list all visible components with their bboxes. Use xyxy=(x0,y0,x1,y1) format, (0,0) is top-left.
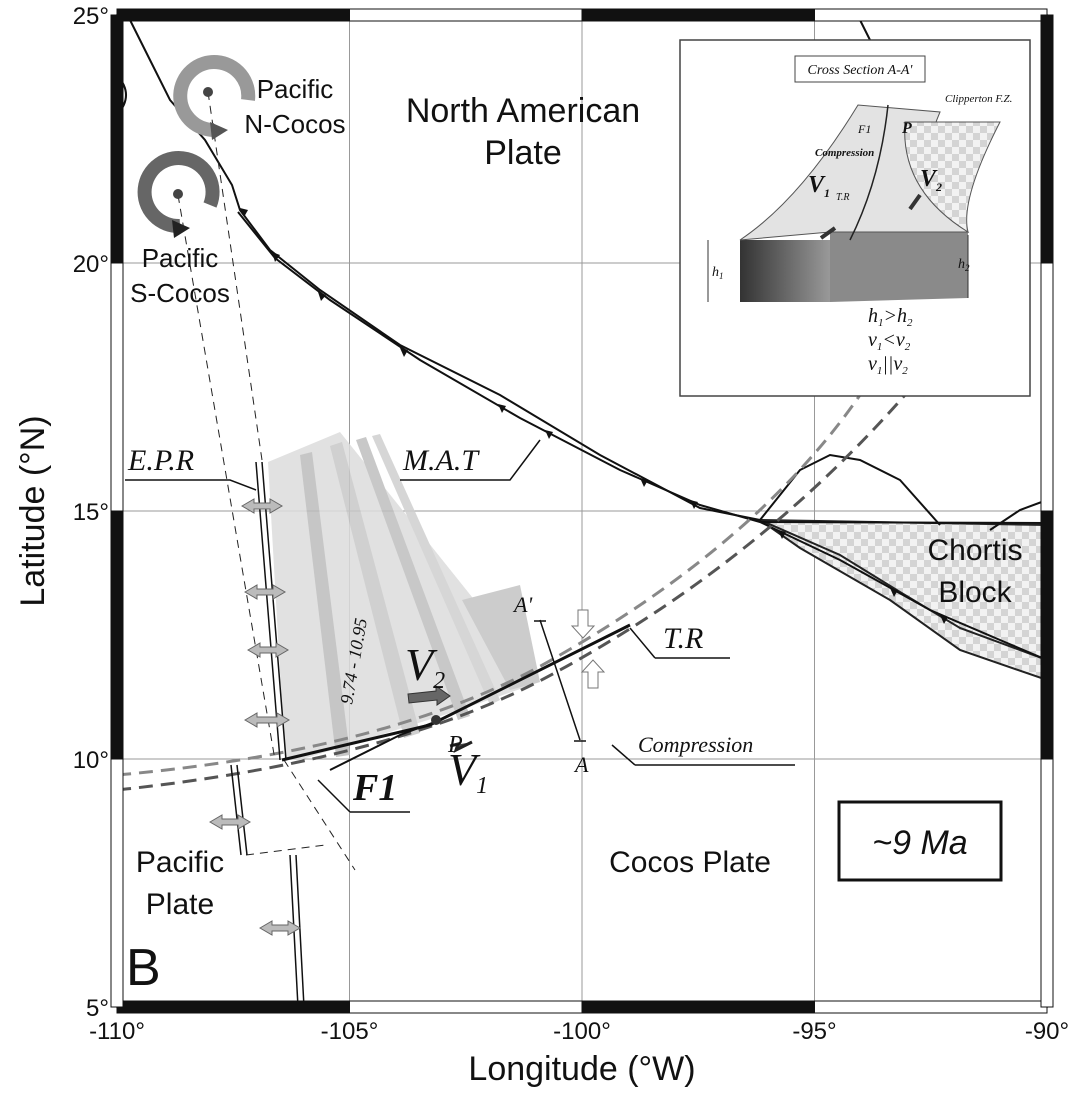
map-figure: North American Plate Pacific N-Cocos Pac… xyxy=(0,0,1074,1089)
feature-label: T.R xyxy=(663,622,703,655)
frame-bar xyxy=(111,759,123,1007)
frame-bar xyxy=(815,9,1048,21)
inset-label: Compression xyxy=(815,147,874,159)
frame-bar xyxy=(117,1001,350,1013)
frame-bar xyxy=(1041,263,1053,511)
velocity-subscript: 1 xyxy=(476,773,488,799)
inset-label: P xyxy=(901,120,912,137)
pole-label: Pacific xyxy=(257,74,334,104)
relation-operator: || xyxy=(882,353,893,375)
inset-title: Cross Section A-A' xyxy=(808,63,914,78)
frame-bar xyxy=(1041,511,1053,759)
frame-bar xyxy=(111,263,123,511)
feature-label: E.P.R xyxy=(127,444,194,477)
plate-label: Plate xyxy=(146,888,214,921)
inset-thickness-symbol: h xyxy=(958,257,965,272)
frame-bar xyxy=(815,1001,1048,1013)
inset-relation: h1>h2 xyxy=(868,305,913,329)
y-tick-label: 5° xyxy=(86,995,109,1022)
inset-velocity-subscript: 1 xyxy=(824,186,830,200)
frame-bar xyxy=(350,9,583,21)
inset-label: T.R xyxy=(836,192,849,203)
relation-symbol: v xyxy=(896,329,905,351)
relation-operator: < xyxy=(882,329,896,351)
inset-block-right xyxy=(830,232,968,302)
point-p xyxy=(431,715,441,725)
feature-label: M.A.T xyxy=(402,444,480,477)
x-tick-label: -95° xyxy=(792,1018,836,1045)
relation-subscript: 2 xyxy=(907,317,913,329)
plate-label: Block xyxy=(938,576,1012,609)
inset-thickness-symbol: h xyxy=(712,265,719,280)
frame-bar xyxy=(111,15,123,263)
relation-symbol: v xyxy=(868,329,877,351)
inset-label: F1 xyxy=(857,122,871,136)
inset-thickness-subscript: 2 xyxy=(965,263,970,273)
relation-symbol: v xyxy=(868,353,877,375)
frame-bar xyxy=(1041,15,1053,263)
inset-block-left xyxy=(740,240,830,302)
y-tick-label: 25° xyxy=(73,3,109,30)
inset-thickness-subscript: 1 xyxy=(719,271,724,281)
feature-label: A xyxy=(573,752,589,777)
x-axis-label: Longitude (°W) xyxy=(468,1050,695,1088)
plate-label: Pacific xyxy=(136,846,224,879)
inset-label: Clipperton F.Z. xyxy=(945,93,1012,105)
relation-symbol: v xyxy=(893,353,902,375)
y-tick-label: 15° xyxy=(73,499,109,526)
plate-label: Cocos Plate xyxy=(609,846,771,879)
relation-subscript: 2 xyxy=(902,365,908,377)
inset-relation: v1<v2 xyxy=(868,329,911,353)
relation-symbol: h xyxy=(897,305,907,327)
inset-relation: v1||v2 xyxy=(868,353,908,377)
x-tick-label: -110° xyxy=(89,1018,145,1045)
frame-bar xyxy=(582,1001,815,1013)
x-tick-label: -105° xyxy=(321,1018,379,1045)
velocity-subscript: 2 xyxy=(433,668,445,694)
inset-cross-section: Cross Section A-A' Clipperton F.Z. F1 P … xyxy=(680,40,1030,396)
frame-bar xyxy=(1041,759,1053,1007)
relation-subscript: 2 xyxy=(905,341,911,353)
frame-bar xyxy=(582,9,815,21)
y-tick-label: 10° xyxy=(73,747,109,774)
frame-bar xyxy=(117,9,350,21)
pole-label: Pacific xyxy=(142,243,219,273)
feature-label: Compression xyxy=(638,732,753,757)
x-tick-label: -90° xyxy=(1025,1018,1069,1045)
plate-label: Plate xyxy=(484,134,562,172)
y-tick-label: 20° xyxy=(73,251,109,278)
plot-area: North American Plate Pacific N-Cocos Pac… xyxy=(117,15,1047,1007)
feature-label: F1 xyxy=(352,767,397,809)
plate-label: North American xyxy=(406,92,640,130)
pole-label: N-Cocos xyxy=(244,109,345,139)
y-axis-label: Latitude (°N) xyxy=(14,415,52,606)
feature-label: A' xyxy=(512,592,532,617)
relation-operator: > xyxy=(884,305,898,327)
relation-symbol: h xyxy=(868,305,878,327)
age-label: ~9 Ma xyxy=(872,824,967,862)
plate-boundary xyxy=(760,522,1047,523)
x-tick-label: -100° xyxy=(553,1018,611,1045)
frame-bar xyxy=(350,1001,583,1013)
panel-label: B xyxy=(126,939,161,997)
pole-label: S-Cocos xyxy=(130,278,230,308)
plate-label: Chortis xyxy=(927,534,1022,567)
inset-velocity-subscript: 2 xyxy=(935,180,942,194)
frame-bar xyxy=(111,511,123,759)
